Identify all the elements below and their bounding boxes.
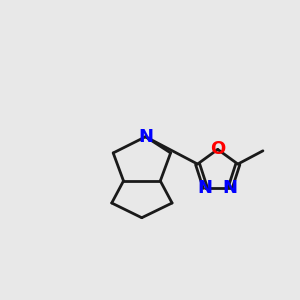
Text: N: N [198,179,213,197]
Text: N: N [138,128,153,146]
Text: O: O [210,140,225,158]
Text: N: N [223,179,238,197]
